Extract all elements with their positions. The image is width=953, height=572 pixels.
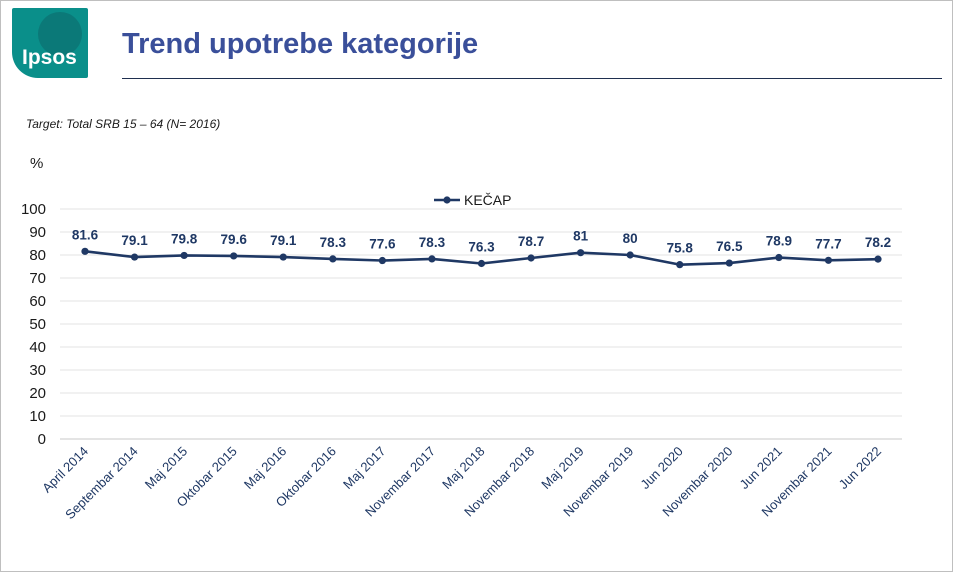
y-tick-label: 70	[29, 270, 46, 287]
data-label: 79.6	[221, 232, 248, 247]
x-tick-label: Jun 2020	[637, 444, 685, 492]
data-point	[527, 254, 535, 262]
y-tick-label: 60	[29, 293, 46, 310]
x-tick-label: April 2014	[39, 444, 91, 496]
y-unit-label: %	[30, 155, 44, 172]
y-tick-label: 50	[29, 316, 46, 333]
y-axis-ticks: 0 10 20 30 40 50 60 70 80 90 100	[21, 201, 46, 448]
data-point	[775, 253, 783, 262]
logo-text: Ipsos	[22, 46, 77, 69]
data-label: 80	[623, 231, 638, 246]
data-label: 76.3	[468, 240, 495, 255]
data-label: 77.7	[815, 236, 841, 251]
data-point	[477, 259, 486, 268]
data-point	[81, 247, 89, 255]
data-label: 76.5	[716, 239, 743, 254]
legend: KEČAP	[434, 192, 511, 208]
data-point	[577, 249, 585, 257]
data-label: 79.1	[270, 233, 297, 248]
data-label: 75.8	[667, 241, 694, 256]
x-tick-label: Maj 2015	[142, 444, 190, 492]
tree-icon	[38, 12, 82, 56]
data-point	[428, 255, 436, 263]
page-title: Trend upotrebe kategorije	[122, 28, 479, 60]
data-label: 79.1	[121, 233, 148, 248]
y-tick-label: 90	[29, 224, 46, 241]
data-label: 78.2	[865, 235, 891, 250]
data-label: 78.3	[419, 235, 446, 250]
data-point	[180, 251, 188, 260]
y-tick-label: 20	[29, 385, 46, 402]
series-kecap	[81, 247, 882, 269]
x-tick-label: Jun 2022	[836, 444, 884, 492]
data-point	[824, 256, 833, 264]
data-label: 78.7	[518, 234, 544, 249]
target-note: Target: Total SRB 15 – 64 (N= 2016)	[26, 117, 221, 131]
legend-label: KEČAP	[464, 192, 511, 208]
data-point	[676, 261, 684, 269]
data-point	[378, 256, 386, 265]
x-tick-label: Maj 2019	[538, 444, 586, 492]
data-label: 77.6	[369, 237, 396, 252]
data-label: 81.6	[72, 227, 99, 242]
data-point	[725, 259, 733, 267]
data-labels: 81.6 79.1 79.8 79.6 79.1 78.3 77.6 78.3 76.3 78.7…	[72, 227, 891, 255]
data-label: 81	[573, 229, 589, 244]
legend-marker	[443, 196, 451, 204]
x-tick-label: Maj 2018	[439, 444, 487, 492]
data-point	[329, 255, 337, 263]
y-tick-label: 0	[38, 431, 46, 448]
data-point	[874, 255, 882, 263]
ipsos-logo: Ipsos	[12, 8, 88, 78]
gridlines	[60, 208, 902, 440]
data-point	[230, 252, 238, 260]
data-label: 78.9	[766, 234, 792, 249]
title-divider	[122, 78, 942, 79]
y-tick-label: 10	[29, 408, 46, 425]
y-tick-label: 40	[29, 339, 46, 356]
data-point	[279, 253, 287, 261]
x-tick-label: Jun 2021	[737, 444, 785, 492]
y-tick-label: 80	[29, 247, 46, 264]
data-point	[130, 253, 139, 261]
data-label: 78.3	[320, 235, 347, 250]
x-tick-label: Maj 2016	[241, 444, 289, 492]
data-label: 79.8	[171, 231, 198, 246]
data-point	[626, 251, 634, 259]
y-tick-label: 30	[29, 362, 46, 379]
y-tick-label: 100	[21, 201, 46, 218]
x-tick-label: Maj 2017	[340, 444, 388, 492]
